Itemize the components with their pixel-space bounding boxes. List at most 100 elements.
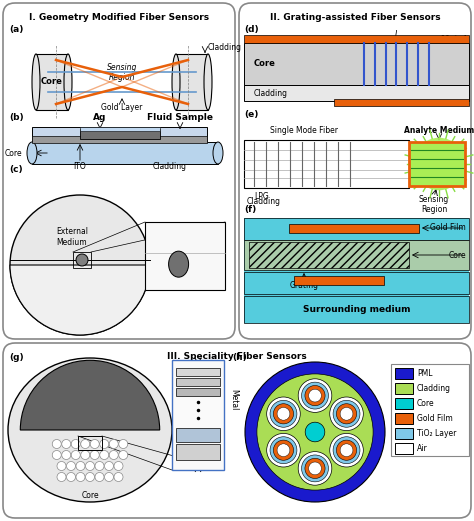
Ellipse shape: [204, 54, 212, 110]
Text: TiO₂ Layer: TiO₂ Layer: [417, 429, 456, 438]
Text: Core: Core: [41, 78, 63, 86]
Circle shape: [245, 362, 385, 502]
Bar: [32, 136, 207, 143]
Bar: [80, 127, 160, 131]
Bar: [244, 85, 469, 101]
Circle shape: [52, 451, 61, 460]
Circle shape: [309, 389, 321, 402]
Circle shape: [76, 462, 85, 470]
Circle shape: [66, 462, 75, 470]
Text: (f): (f): [244, 205, 256, 214]
Circle shape: [119, 451, 128, 460]
Bar: [334, 99, 469, 106]
Circle shape: [114, 473, 123, 481]
Circle shape: [413, 138, 465, 190]
Text: (a): (a): [9, 25, 23, 34]
Ellipse shape: [169, 251, 189, 277]
Circle shape: [273, 404, 293, 424]
Text: II. Grating-assisted Fiber Sensors: II. Grating-assisted Fiber Sensors: [270, 13, 440, 22]
Text: Ag: Ag: [93, 113, 107, 122]
Circle shape: [66, 473, 75, 481]
Circle shape: [333, 400, 360, 427]
Text: LPG: LPG: [254, 192, 269, 201]
Wedge shape: [20, 361, 160, 430]
Bar: [244, 272, 469, 294]
Circle shape: [340, 407, 353, 420]
Circle shape: [85, 462, 94, 470]
Circle shape: [277, 407, 290, 420]
Text: L: L: [394, 30, 399, 39]
Bar: [36, 54, 68, 110]
Bar: [244, 296, 469, 323]
Text: Cladding: Cladding: [153, 162, 187, 171]
Text: Gold Layer: Gold Layer: [101, 103, 143, 112]
Bar: [176, 54, 208, 110]
Text: Sensing
Region: Sensing Region: [419, 195, 449, 215]
FancyBboxPatch shape: [3, 3, 235, 339]
Text: (c): (c): [9, 165, 23, 174]
Bar: [78, 436, 102, 450]
Ellipse shape: [213, 142, 223, 164]
Text: Cladding: Cladding: [208, 43, 242, 52]
Text: Ag: Ag: [193, 432, 202, 438]
Circle shape: [81, 451, 90, 460]
Bar: [391, 364, 469, 456]
Bar: [176, 378, 220, 386]
Circle shape: [71, 451, 80, 460]
Circle shape: [100, 451, 109, 460]
Text: I. Geometry Modified Fiber Sensors: I. Geometry Modified Fiber Sensors: [29, 13, 209, 22]
Circle shape: [305, 458, 325, 478]
Circle shape: [333, 437, 360, 464]
Text: III. Speciality Fiber Sensors: III. Speciality Fiber Sensors: [167, 352, 307, 361]
Text: Core: Core: [81, 490, 99, 500]
Text: Metal: Metal: [440, 34, 467, 43]
Circle shape: [305, 386, 325, 406]
Bar: [244, 240, 469, 270]
Ellipse shape: [8, 358, 172, 502]
Bar: [395, 443, 413, 454]
Text: Gold Film: Gold Film: [430, 224, 466, 232]
Circle shape: [100, 440, 109, 449]
Bar: [145, 222, 225, 290]
Text: Cladding: Cladding: [417, 384, 451, 393]
Text: Cladding: Cladding: [254, 89, 288, 97]
Circle shape: [301, 382, 328, 409]
Bar: [176, 368, 220, 376]
Circle shape: [330, 397, 364, 430]
Bar: [244, 218, 469, 323]
Circle shape: [257, 374, 373, 490]
Ellipse shape: [64, 54, 72, 110]
Text: Gold Film: Gold Film: [417, 414, 453, 423]
Ellipse shape: [32, 54, 40, 110]
Circle shape: [270, 437, 297, 464]
Bar: [176, 428, 220, 442]
Bar: [32, 142, 218, 164]
Circle shape: [57, 473, 66, 481]
Text: (b): (b): [9, 113, 24, 122]
Text: ◂ Wire: ◂ Wire: [189, 228, 213, 237]
Text: Core: Core: [254, 59, 276, 68]
Circle shape: [301, 455, 328, 482]
Text: Core: Core: [4, 148, 22, 157]
Circle shape: [10, 195, 150, 335]
Circle shape: [95, 462, 104, 470]
Circle shape: [330, 433, 364, 467]
Bar: [395, 413, 413, 424]
Circle shape: [85, 473, 94, 481]
Bar: [80, 129, 160, 139]
Text: Air: Air: [417, 444, 428, 453]
Circle shape: [267, 433, 300, 467]
Text: Grating: Grating: [290, 281, 319, 291]
Circle shape: [90, 451, 99, 460]
Circle shape: [104, 462, 113, 470]
Circle shape: [114, 462, 123, 470]
Wedge shape: [10, 265, 150, 335]
Circle shape: [277, 444, 290, 456]
Bar: [73, 252, 91, 268]
Text: $Al_2O_3$: $Al_2O_3$: [189, 448, 207, 456]
Circle shape: [270, 400, 297, 427]
Circle shape: [273, 440, 293, 460]
Bar: [244, 140, 409, 188]
Text: Analyte Medium: Analyte Medium: [404, 126, 474, 135]
Circle shape: [71, 440, 80, 449]
